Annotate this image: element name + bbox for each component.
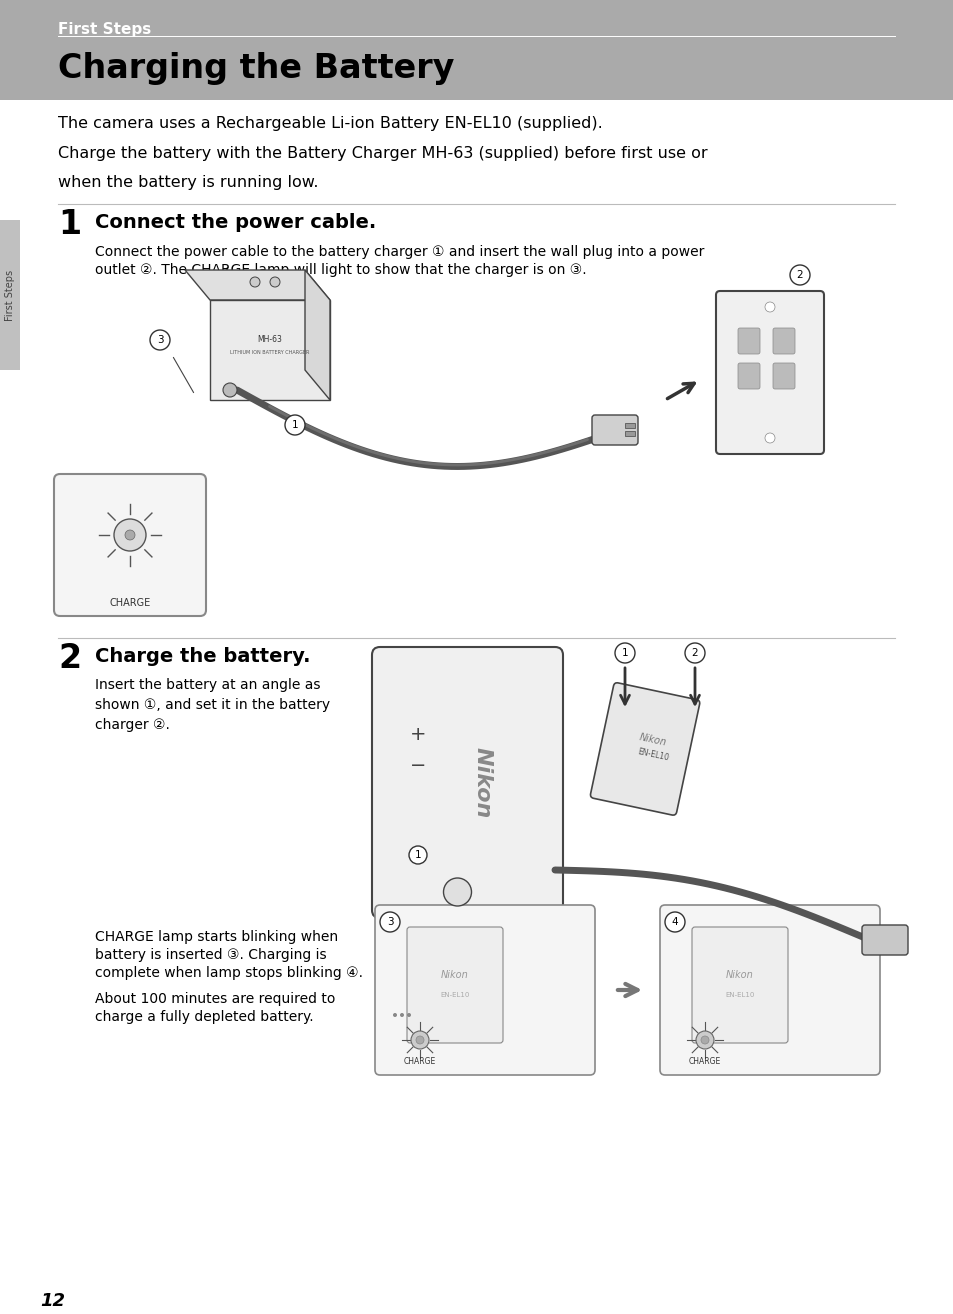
Text: About 100 minutes are required to: About 100 minutes are required to — [95, 992, 335, 1007]
Text: CHARGE: CHARGE — [403, 1058, 436, 1067]
Text: −: − — [410, 756, 426, 774]
Circle shape — [443, 878, 471, 905]
Circle shape — [615, 643, 635, 664]
Text: Nikon: Nikon — [725, 970, 753, 980]
FancyBboxPatch shape — [772, 328, 794, 353]
Text: The camera uses a Rechargeable Li-ion Battery EN-EL10 (supplied).: The camera uses a Rechargeable Li-ion Ba… — [58, 116, 602, 131]
Text: battery is inserted ③. Charging is: battery is inserted ③. Charging is — [95, 947, 326, 962]
Text: 2: 2 — [691, 648, 698, 658]
Circle shape — [379, 912, 399, 932]
Text: when the battery is running low.: when the battery is running low. — [58, 175, 318, 191]
FancyBboxPatch shape — [738, 328, 760, 353]
Text: EN-EL10: EN-EL10 — [724, 992, 754, 999]
Text: EN-EL10: EN-EL10 — [636, 748, 669, 762]
FancyBboxPatch shape — [716, 290, 823, 455]
Circle shape — [393, 1013, 396, 1017]
FancyBboxPatch shape — [592, 415, 638, 445]
Circle shape — [223, 382, 236, 397]
Circle shape — [700, 1035, 708, 1045]
Text: Connect the power cable to the battery charger ① and insert the wall plug into a: Connect the power cable to the battery c… — [95, 244, 703, 259]
Bar — [624, 423, 635, 428]
FancyBboxPatch shape — [772, 363, 794, 389]
FancyBboxPatch shape — [691, 926, 787, 1043]
Text: Nikon: Nikon — [472, 746, 492, 819]
Text: 1: 1 — [621, 648, 628, 658]
FancyBboxPatch shape — [738, 363, 760, 389]
Text: EN-EL10: EN-EL10 — [440, 992, 469, 999]
Text: CHARGE: CHARGE — [110, 598, 151, 608]
Bar — [0, 219, 20, 371]
Circle shape — [250, 277, 260, 286]
FancyBboxPatch shape — [54, 474, 206, 616]
Text: 12: 12 — [40, 1292, 65, 1310]
Text: Insert the battery at an angle as: Insert the battery at an angle as — [95, 678, 320, 692]
Bar — [624, 431, 635, 436]
Circle shape — [125, 530, 135, 540]
Text: 1: 1 — [58, 208, 81, 240]
FancyBboxPatch shape — [659, 905, 879, 1075]
Text: 2: 2 — [796, 269, 802, 280]
Bar — [0, 0, 953, 100]
Text: 1: 1 — [415, 850, 421, 859]
Circle shape — [411, 1031, 429, 1049]
Text: charge a fully depleted battery.: charge a fully depleted battery. — [95, 1010, 314, 1024]
Circle shape — [789, 265, 809, 285]
Text: 2: 2 — [58, 643, 81, 675]
Text: complete when lamp stops blinking ④.: complete when lamp stops blinking ④. — [95, 966, 363, 980]
Circle shape — [764, 434, 774, 443]
Text: LITHIUM ION BATTERY CHARGER: LITHIUM ION BATTERY CHARGER — [230, 350, 310, 355]
Circle shape — [764, 302, 774, 311]
FancyBboxPatch shape — [372, 646, 562, 918]
Circle shape — [409, 846, 427, 865]
Circle shape — [407, 1013, 411, 1017]
Polygon shape — [305, 269, 330, 399]
FancyBboxPatch shape — [862, 925, 907, 955]
FancyBboxPatch shape — [375, 905, 595, 1075]
Text: outlet ②. The CHARGE lamp will light to show that the charger is on ③.: outlet ②. The CHARGE lamp will light to … — [95, 263, 586, 277]
Polygon shape — [210, 300, 330, 399]
Text: 3: 3 — [386, 917, 393, 926]
Text: First Steps: First Steps — [5, 269, 15, 321]
Text: Nikon: Nikon — [440, 970, 468, 980]
Text: shown ①, and set it in the battery: shown ①, and set it in the battery — [95, 698, 330, 712]
Circle shape — [270, 277, 280, 286]
Text: +: + — [410, 725, 426, 745]
Circle shape — [684, 643, 704, 664]
Text: 4: 4 — [671, 917, 678, 926]
Circle shape — [696, 1031, 713, 1049]
Circle shape — [150, 330, 170, 350]
Text: Charge the battery with the Battery Charger MH-63 (supplied) before first use or: Charge the battery with the Battery Char… — [58, 146, 707, 162]
Text: MH-63: MH-63 — [257, 335, 282, 344]
FancyBboxPatch shape — [590, 683, 699, 815]
Text: First Steps: First Steps — [58, 22, 152, 37]
Circle shape — [416, 1035, 423, 1045]
Text: 1: 1 — [292, 420, 298, 430]
Polygon shape — [185, 269, 330, 300]
Text: Charge the battery.: Charge the battery. — [95, 646, 310, 666]
Text: CHARGE: CHARGE — [688, 1058, 720, 1067]
Circle shape — [399, 1013, 403, 1017]
Circle shape — [113, 519, 146, 551]
FancyBboxPatch shape — [407, 926, 502, 1043]
Text: Nikon: Nikon — [638, 732, 667, 748]
Text: 3: 3 — [156, 335, 163, 346]
Text: CHARGE lamp starts blinking when: CHARGE lamp starts blinking when — [95, 930, 337, 943]
Text: Charging the Battery: Charging the Battery — [58, 53, 454, 85]
Text: Connect the power cable.: Connect the power cable. — [95, 213, 375, 233]
Text: charger ②.: charger ②. — [95, 717, 170, 732]
Circle shape — [664, 912, 684, 932]
Circle shape — [285, 415, 305, 435]
